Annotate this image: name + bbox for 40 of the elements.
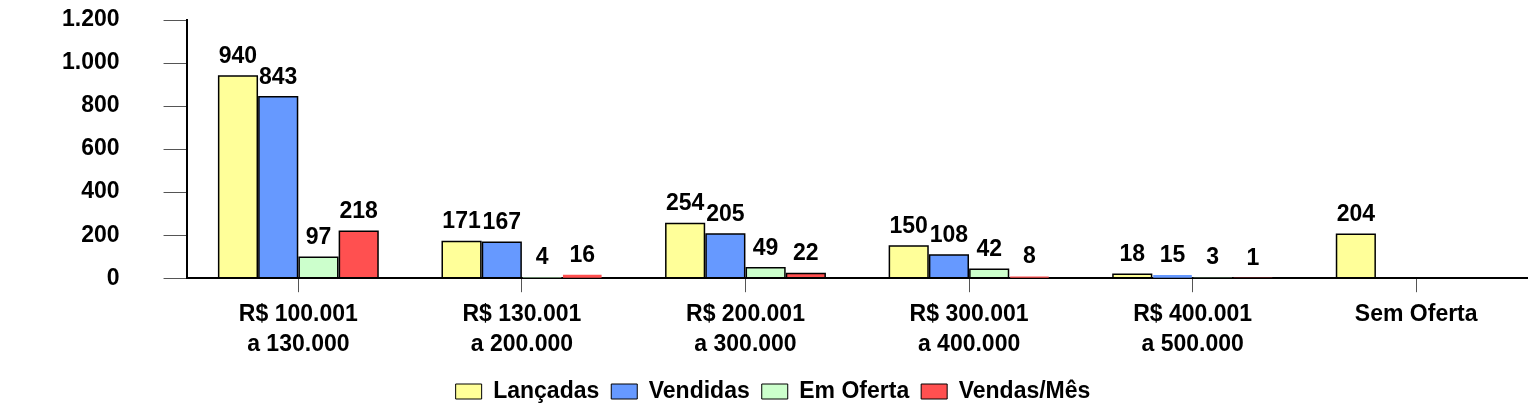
data-label: 205 (706, 199, 745, 226)
data-label: 49 (752, 233, 779, 260)
data-label: 18 (1119, 240, 1146, 267)
legend-label: Vendidas (648, 376, 750, 403)
bar (1153, 274, 1192, 278)
legend-label: Vendas/Mês (958, 376, 1091, 403)
data-label: 843 (259, 62, 298, 89)
data-label: 218 (339, 197, 379, 224)
data-label: 167 (482, 208, 521, 235)
data-label: 108 (929, 220, 969, 247)
y-tick-label: 1.200 (61, 5, 120, 32)
data-label: 97 (305, 223, 332, 250)
x-tick-label: R$ 200.001 a 300.000 (686, 300, 806, 357)
data-label: 204 (1336, 200, 1376, 227)
x-tick-label: R$ 300.001 a 400.000 (909, 300, 1029, 357)
y-tick-label: 800 (81, 91, 120, 118)
data-label: 4 (535, 243, 549, 270)
data-label: 16 (569, 240, 596, 267)
data-label: 3 (1206, 243, 1220, 270)
data-label: 22 (793, 239, 819, 266)
data-label: 8 (1023, 242, 1037, 269)
x-tick-label: R$ 100.001 a 130.000 (238, 300, 359, 357)
y-tick-label: 400 (81, 177, 120, 204)
data-label: 940 (218, 41, 258, 68)
data-label: 254 (665, 189, 705, 216)
y-tick-label: 600 (81, 134, 120, 161)
y-tick-label: 200 (81, 220, 120, 247)
data-label: 171 (442, 207, 481, 234)
data-label: 42 (976, 235, 1002, 262)
y-tick-label: 0 (106, 263, 120, 290)
data-label: 15 (1159, 240, 1186, 267)
legend-label: Em Oferta (799, 376, 910, 403)
x-tick-label: R$ 400.001 a 500.000 (1133, 300, 1253, 357)
data-label: 150 (889, 211, 928, 238)
y-tick-label: 1.000 (61, 48, 120, 75)
bar (562, 274, 602, 278)
x-tick-label: R$ 130.001 a 200.000 (462, 300, 582, 357)
legend-label: Lançadas (493, 376, 600, 403)
data-label: 1 (1246, 243, 1260, 270)
x-tick-label: Sem Oferta (1354, 300, 1478, 327)
